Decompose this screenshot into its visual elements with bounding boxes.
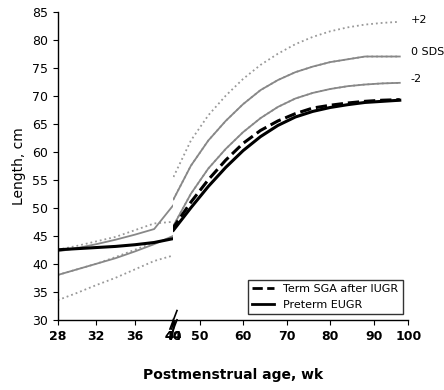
Y-axis label: Length, cm: Length, cm <box>12 127 27 205</box>
Text: -2: -2 <box>411 74 422 84</box>
Text: Postmenstrual age, wk: Postmenstrual age, wk <box>143 368 323 382</box>
Text: 0 SDS: 0 SDS <box>411 47 444 57</box>
Legend: Term SGA after IUGR, Preterm EUGR: Term SGA after IUGR, Preterm EUGR <box>248 280 403 314</box>
Text: +2: +2 <box>411 15 427 25</box>
